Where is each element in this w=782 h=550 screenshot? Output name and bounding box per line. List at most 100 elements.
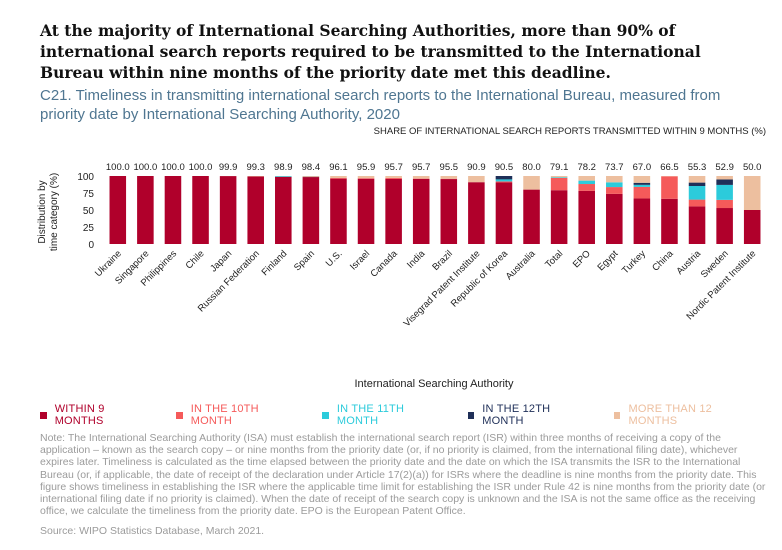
bar-segment	[219, 176, 237, 244]
stacked-bar-chart: SHARE OF INTERNATIONAL SEARCH REPORTS TR…	[37, 126, 766, 390]
bar-segment	[357, 176, 375, 179]
chart-source: Source: WIPO Statistics Database, March …	[40, 525, 265, 537]
x-category-label: Chile	[184, 248, 207, 271]
x-category-label: Total	[543, 248, 565, 270]
bar-segment	[302, 176, 320, 177]
bar-top-label: 50.0	[743, 162, 762, 173]
bar-segment	[688, 199, 706, 207]
bar-segment	[633, 176, 651, 183]
bar-top-label: 100.0	[161, 162, 185, 173]
bar-top-label: 66.5	[660, 162, 679, 173]
bar-segment	[716, 184, 733, 200]
bar-top-label: 100.0	[189, 162, 213, 173]
bar-segment	[661, 198, 678, 244]
x-category-label: Turkey	[620, 248, 648, 276]
bar-segment	[578, 190, 595, 244]
y-tick-label: 100	[77, 172, 94, 183]
bar-segment	[688, 176, 706, 183]
bar-segment	[523, 189, 540, 244]
bar-top-label: 95.7	[384, 162, 403, 173]
bar-top-label: 98.4	[302, 162, 321, 173]
bar-segment	[606, 182, 623, 188]
bar-segment	[606, 193, 623, 244]
bar-segment	[385, 176, 402, 178]
legend-label: IN THE 11TH MONTH	[336, 403, 405, 427]
bar-top-label: 78.2	[577, 162, 596, 173]
legend-item: IN THE 10TH MONTH	[176, 403, 298, 427]
top-labels-title: SHARE OF INTERNATIONAL SEARCH REPORTS TR…	[374, 126, 766, 137]
legend-item: IN THE 12TH MONTH	[467, 403, 590, 427]
bar-segment	[357, 178, 375, 179]
bar-top-label: 99.3	[246, 162, 265, 173]
legend-label: IN THE 12TH MONTH	[482, 403, 551, 427]
x-category-label: U.S.	[324, 248, 345, 269]
x-category-label: EPO	[571, 248, 593, 270]
bar-segment	[578, 176, 595, 181]
bar-top-label: 80.0	[522, 162, 541, 173]
bar-segment	[550, 190, 568, 244]
legend-label: WITHIN 9 MONTHS	[54, 403, 105, 427]
bar-segment	[523, 176, 540, 190]
x-category-label: India	[405, 248, 428, 271]
bar-segment	[275, 176, 292, 244]
bar-segment	[633, 198, 651, 244]
bar-segment	[495, 181, 513, 183]
bar-segment	[412, 176, 430, 179]
bar-top-label: 55.3	[688, 162, 707, 173]
bar-segment	[606, 187, 623, 194]
bar-segment	[302, 177, 320, 244]
bar-segment	[633, 186, 651, 199]
y-tick-label: 75	[83, 189, 95, 200]
x-category-label: Brazil	[430, 248, 455, 273]
bar-top-label: 98.9	[274, 162, 293, 173]
chart-headline: At the majority of International Searchi…	[40, 21, 701, 82]
legend-swatch	[176, 411, 183, 419]
bar-segment	[633, 184, 651, 187]
bar-top-label: 95.9	[357, 162, 376, 173]
y-tick-label: 0	[88, 240, 94, 251]
legend-item: MORE THAN 12 MONTHS	[613, 403, 758, 427]
bar-segment	[578, 180, 595, 185]
bar-segment	[468, 176, 485, 183]
bar-segment	[137, 176, 154, 244]
y-axis-label-line1: Distribution by	[37, 180, 48, 243]
bar-segment	[743, 176, 761, 210]
legend-swatch	[40, 411, 47, 419]
bar-segment	[688, 182, 706, 186]
y-tick-label: 50	[83, 206, 95, 217]
x-category-label: Australia	[504, 248, 538, 282]
bar-segment	[385, 177, 402, 179]
bar-segment	[550, 177, 568, 178]
bar-segment	[109, 176, 127, 244]
bar-segment	[330, 177, 347, 179]
x-category-label: Spain	[292, 248, 317, 273]
bar-segment	[385, 178, 402, 244]
bar-segment	[550, 177, 568, 191]
bar-segment	[495, 179, 513, 182]
bar-top-label: 73.7	[605, 162, 624, 173]
bar-top-label: 96.1	[329, 162, 348, 173]
bar-segment	[716, 176, 733, 180]
bar-segment	[357, 178, 375, 244]
bar-top-label: 90.9	[467, 162, 486, 173]
bar-segment	[606, 176, 623, 183]
bar-segment	[468, 182, 485, 244]
legend-item: WITHIN 9 MONTHS	[40, 403, 152, 427]
bar-segment	[440, 176, 458, 179]
bar-top-label: 90.5	[495, 162, 514, 173]
legend-item: IN THE 11TH MONTH	[322, 403, 443, 427]
bar-segment	[330, 178, 347, 244]
bar-top-label: 100.0	[133, 162, 157, 173]
x-category-label: Canada	[368, 248, 400, 280]
bar-segment	[192, 176, 209, 244]
y-axis-label-line2: time category (%)	[49, 173, 60, 251]
bar-segment	[275, 176, 292, 177]
bar-segment	[716, 208, 733, 244]
legend-label: IN THE 10TH MONTH	[190, 403, 259, 427]
x-category-label: China	[650, 248, 676, 274]
bar-segment	[550, 176, 568, 178]
bar-segment	[633, 182, 651, 185]
bar-segment	[495, 176, 513, 180]
bar-segment	[164, 176, 182, 244]
bar-segment	[661, 176, 678, 199]
